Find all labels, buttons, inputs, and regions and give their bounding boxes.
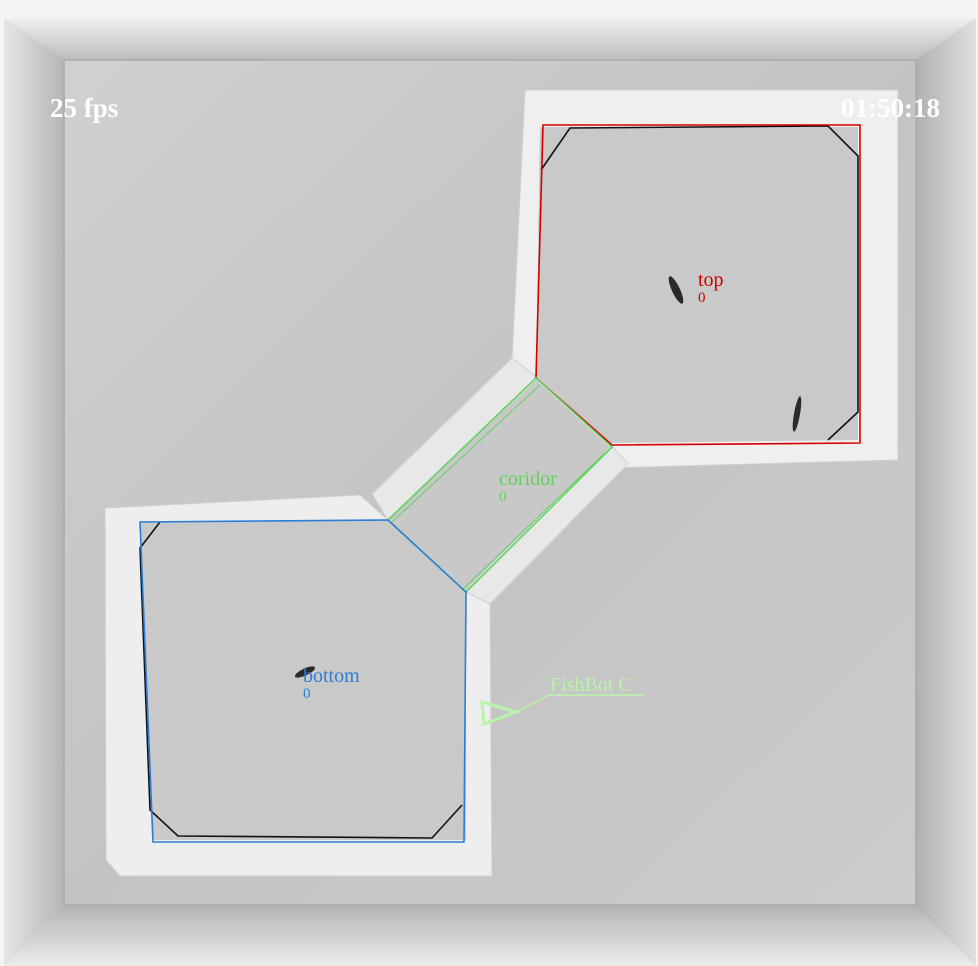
triangle-icon bbox=[480, 699, 521, 727]
corridor-inner-line-1 bbox=[391, 384, 541, 523]
zone-top-outline bbox=[535, 124, 861, 446]
robot-label: FishBot C bbox=[550, 674, 632, 696]
fps-readout: 25 fps bbox=[50, 93, 118, 123]
zone-bottom-count: 0 bbox=[303, 686, 311, 702]
zone-corridor-count: 0 bbox=[499, 489, 507, 505]
clock-readout: 01:50:18 bbox=[841, 93, 940, 123]
robot-label-leader bbox=[515, 694, 550, 713]
corridor-inner-line-2 bbox=[461, 451, 607, 591]
outer-tank-walls bbox=[4, 18, 976, 966]
zone-bottom-outline bbox=[139, 519, 467, 843]
top-room bbox=[511, 89, 899, 469]
zone-bottom-label: bottom bbox=[303, 665, 360, 687]
arena-contours bbox=[139, 125, 859, 839]
zone-corridor-label: coridor bbox=[499, 468, 557, 490]
fish-markers bbox=[294, 276, 802, 678]
bottom-room bbox=[104, 494, 493, 877]
zone-top-count: 0 bbox=[698, 290, 706, 306]
zone-top-label: top bbox=[698, 269, 724, 291]
fishbot-marker[interactable]: FishBot C bbox=[480, 674, 644, 727]
